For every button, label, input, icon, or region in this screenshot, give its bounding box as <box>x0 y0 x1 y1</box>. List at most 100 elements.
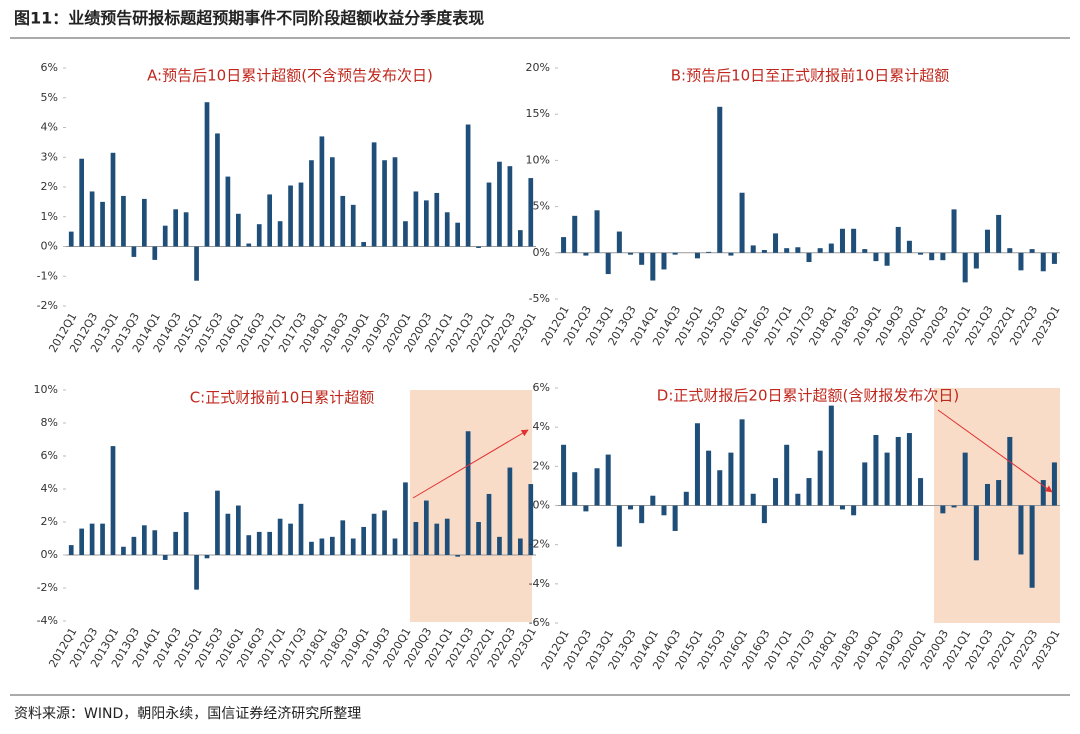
bar <box>455 222 461 247</box>
bar <box>784 248 790 253</box>
bar <box>996 480 1002 506</box>
bar <box>267 531 273 555</box>
y-tick-label: 6% <box>41 449 58 462</box>
bar <box>329 536 335 555</box>
bar <box>862 462 868 506</box>
y-tick-label: 4% <box>41 121 58 134</box>
bar <box>828 405 834 506</box>
bar <box>110 152 116 247</box>
bar <box>486 182 492 247</box>
bar <box>194 555 199 590</box>
bar <box>225 176 231 247</box>
bar <box>141 525 147 555</box>
bar <box>162 555 168 560</box>
bar <box>465 124 471 247</box>
bar <box>298 503 304 555</box>
bar <box>817 450 823 506</box>
bar <box>319 136 325 247</box>
bar <box>100 523 105 555</box>
y-tick-label: 3% <box>41 150 58 163</box>
bar <box>951 505 957 508</box>
bar <box>476 522 481 555</box>
bar <box>839 228 845 253</box>
bar <box>277 518 283 555</box>
bar <box>639 505 645 524</box>
bar <box>694 423 700 506</box>
chart-title: A:预告后10日累计超额(不含预告发布次日) <box>147 67 433 85</box>
trend-arrow <box>412 429 529 499</box>
bar <box>728 452 734 506</box>
bar <box>795 493 801 506</box>
y-tick-label: -4% <box>529 577 550 590</box>
bar <box>89 191 95 247</box>
bar <box>1040 480 1046 506</box>
charts: A:预告后10日累计超额(不含预告发布次日) -2% -1% 0% 1% 2% 3% 4% 5%… <box>34 61 1063 672</box>
bar <box>246 535 252 555</box>
y-tick-label: 5% <box>533 200 550 213</box>
bar <box>528 484 534 555</box>
bar <box>951 209 957 253</box>
bar <box>455 555 461 557</box>
bar <box>235 213 241 247</box>
y-tick-label: 2% <box>41 180 58 193</box>
bar <box>973 252 979 269</box>
bar <box>828 243 834 253</box>
bar <box>884 452 890 506</box>
bar <box>235 505 241 555</box>
bar <box>100 201 105 247</box>
bar <box>583 252 589 256</box>
bar <box>650 495 656 506</box>
bar <box>728 252 734 256</box>
bar <box>594 468 600 506</box>
bar <box>423 200 429 247</box>
bar <box>851 228 857 253</box>
y-tick-label: 10% <box>526 153 550 166</box>
bar <box>329 157 335 247</box>
bar <box>434 523 440 555</box>
y-tick-label: -2% <box>37 299 58 312</box>
y-tick-label: 2% <box>41 515 58 528</box>
bar <box>583 505 589 512</box>
bar <box>68 231 74 247</box>
bar <box>862 249 868 253</box>
bar <box>173 209 179 247</box>
bar <box>194 246 199 281</box>
bar <box>288 185 293 247</box>
chart-title: C:正式财报前10日累计超额 <box>190 389 375 407</box>
bar <box>1007 248 1013 253</box>
bar <box>884 252 890 266</box>
bar <box>750 245 756 253</box>
bar <box>739 419 745 506</box>
bar <box>403 482 408 555</box>
bar <box>361 526 367 555</box>
bar <box>121 195 126 247</box>
y-tick-label: 0% <box>41 548 58 561</box>
bar <box>1051 252 1057 264</box>
bar <box>110 446 116 555</box>
bar <box>628 252 634 255</box>
bar <box>340 195 346 247</box>
y-tick-label: 20% <box>526 61 550 74</box>
bar <box>79 158 85 247</box>
bar <box>661 252 667 270</box>
bar <box>350 538 356 555</box>
bar <box>962 452 968 506</box>
bar <box>694 252 700 259</box>
bar <box>476 246 481 248</box>
bar <box>403 221 408 247</box>
bar <box>761 250 767 253</box>
bar <box>940 252 946 261</box>
bar <box>392 157 398 247</box>
bar <box>973 505 979 561</box>
bar <box>806 478 812 506</box>
bar <box>940 505 946 514</box>
bar <box>761 505 767 524</box>
bar <box>371 513 377 555</box>
bar <box>706 450 712 506</box>
bar <box>350 204 356 247</box>
bar <box>594 210 600 253</box>
bar <box>507 467 513 555</box>
bar <box>382 510 387 555</box>
bar <box>806 252 812 263</box>
bar <box>906 433 912 506</box>
